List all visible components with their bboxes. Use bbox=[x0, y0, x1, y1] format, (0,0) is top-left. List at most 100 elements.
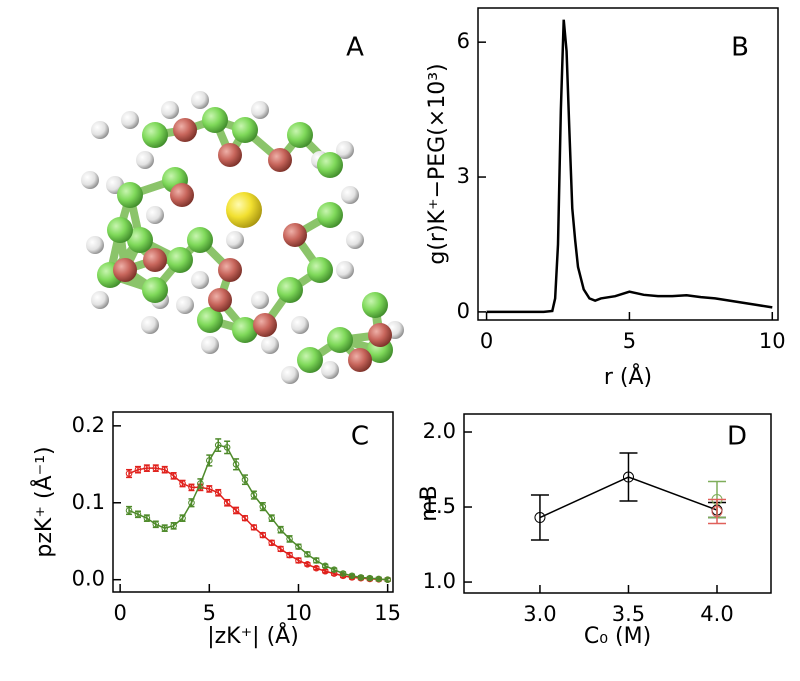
hydrogen-atom bbox=[191, 271, 209, 289]
hydrogen-atom bbox=[81, 171, 99, 189]
y-axis-label: mB bbox=[417, 485, 442, 522]
data-point bbox=[277, 526, 284, 533]
data-point bbox=[268, 539, 276, 547]
molecule-render bbox=[81, 91, 404, 384]
carbon-atom bbox=[297, 347, 323, 373]
data-point bbox=[357, 574, 365, 581]
x-axis-label: C₀ (M) bbox=[584, 624, 651, 649]
x-tick-label: 3.0 bbox=[523, 602, 556, 626]
carbon-atom bbox=[117, 182, 143, 208]
carbon-atom bbox=[202, 107, 228, 133]
hydrogen-atom bbox=[141, 316, 159, 334]
hydrogen-atom bbox=[176, 296, 194, 314]
data-point bbox=[223, 444, 231, 451]
carbon-atom bbox=[142, 122, 168, 148]
hydrogen-atom bbox=[146, 206, 164, 224]
data-point bbox=[161, 524, 169, 532]
carbon-atom bbox=[142, 277, 168, 303]
hydrogen-atom bbox=[201, 336, 219, 354]
y-tick-label: 0.2 bbox=[72, 413, 105, 437]
x-tick-label: 10 bbox=[285, 601, 312, 625]
carbon-atom bbox=[127, 227, 153, 253]
panel-label: A bbox=[346, 33, 364, 63]
hydrogen-atom bbox=[91, 121, 109, 139]
oxygen-atom bbox=[170, 183, 194, 207]
plot-frame bbox=[112, 411, 394, 593]
oxygen-atom bbox=[208, 288, 232, 312]
y-tick-label: 0.1 bbox=[72, 490, 105, 514]
hydrogen-atom bbox=[86, 236, 104, 254]
carbon-atom bbox=[317, 152, 343, 178]
data-point bbox=[241, 514, 249, 522]
oxygen-atom bbox=[368, 323, 392, 347]
x-tick-label: 5 bbox=[203, 601, 216, 625]
y-tick-label: 2.0 bbox=[423, 419, 456, 443]
hydrogen-atom bbox=[321, 361, 339, 379]
hydrogen-atom bbox=[341, 186, 359, 204]
data-point bbox=[143, 514, 151, 522]
data-point bbox=[313, 564, 320, 572]
y-tick-label: 0 bbox=[457, 299, 470, 323]
oxygen-atom bbox=[218, 258, 242, 282]
data-point bbox=[277, 545, 284, 553]
data-point bbox=[330, 566, 338, 573]
hydrogen-atom bbox=[251, 291, 269, 309]
data-point bbox=[304, 551, 311, 558]
data-point bbox=[206, 457, 213, 464]
data-point bbox=[214, 441, 222, 449]
carbon-atom bbox=[167, 247, 193, 273]
oxygen-atom bbox=[218, 143, 242, 167]
data-point bbox=[125, 470, 133, 477]
data-point bbox=[622, 471, 634, 483]
data-point bbox=[197, 480, 204, 487]
data-point bbox=[286, 535, 293, 543]
hydrogen-atom bbox=[281, 366, 299, 384]
data-point bbox=[366, 574, 374, 582]
data-point bbox=[534, 512, 546, 524]
y-axis-label: g(r)K⁺−PEG(×10³) bbox=[425, 63, 450, 264]
data-point bbox=[152, 464, 160, 472]
data-point bbox=[125, 507, 133, 514]
x-tick-label: 15 bbox=[374, 601, 401, 625]
data-point bbox=[188, 499, 195, 507]
carbon-atom bbox=[197, 307, 223, 333]
hydrogen-atom bbox=[91, 291, 109, 309]
data-point bbox=[313, 557, 320, 564]
hydrogen-atom bbox=[251, 101, 269, 119]
data-point bbox=[161, 466, 169, 473]
data-point bbox=[321, 562, 329, 570]
data-point bbox=[304, 561, 311, 568]
data-point bbox=[232, 461, 240, 468]
data-point bbox=[259, 531, 267, 539]
data-point bbox=[223, 499, 231, 507]
plot-frame bbox=[463, 413, 772, 594]
data-point bbox=[143, 464, 151, 472]
hydrogen-atom bbox=[121, 111, 139, 129]
data-point bbox=[170, 472, 177, 480]
oxygen-atom bbox=[283, 223, 307, 247]
hydrogen-atom bbox=[261, 336, 279, 354]
data-point bbox=[348, 572, 356, 580]
data-point bbox=[250, 524, 258, 531]
panel-label: D bbox=[727, 422, 747, 452]
data-point bbox=[134, 466, 142, 473]
y-tick-label: 1.0 bbox=[423, 569, 456, 593]
data-point bbox=[259, 503, 267, 510]
panel-label: B bbox=[731, 33, 749, 63]
carbon-atom bbox=[317, 202, 343, 228]
data-point bbox=[214, 489, 222, 497]
data-line bbox=[486, 19, 773, 314]
x-tick-label: 5 bbox=[623, 329, 636, 353]
carbon-atom bbox=[327, 327, 353, 353]
data-point bbox=[286, 551, 293, 559]
data-point bbox=[250, 491, 258, 499]
hydrogen-atom bbox=[346, 231, 364, 249]
hydrogen-atom bbox=[336, 141, 354, 159]
data-point bbox=[711, 506, 723, 518]
hydrogen-atom bbox=[191, 91, 209, 109]
carbon-atom bbox=[287, 122, 313, 148]
hydrogen-atom bbox=[161, 101, 179, 119]
hydrogen-atom bbox=[336, 261, 354, 279]
y-axis-label: pzK⁺ (Å⁻¹) bbox=[30, 446, 57, 557]
